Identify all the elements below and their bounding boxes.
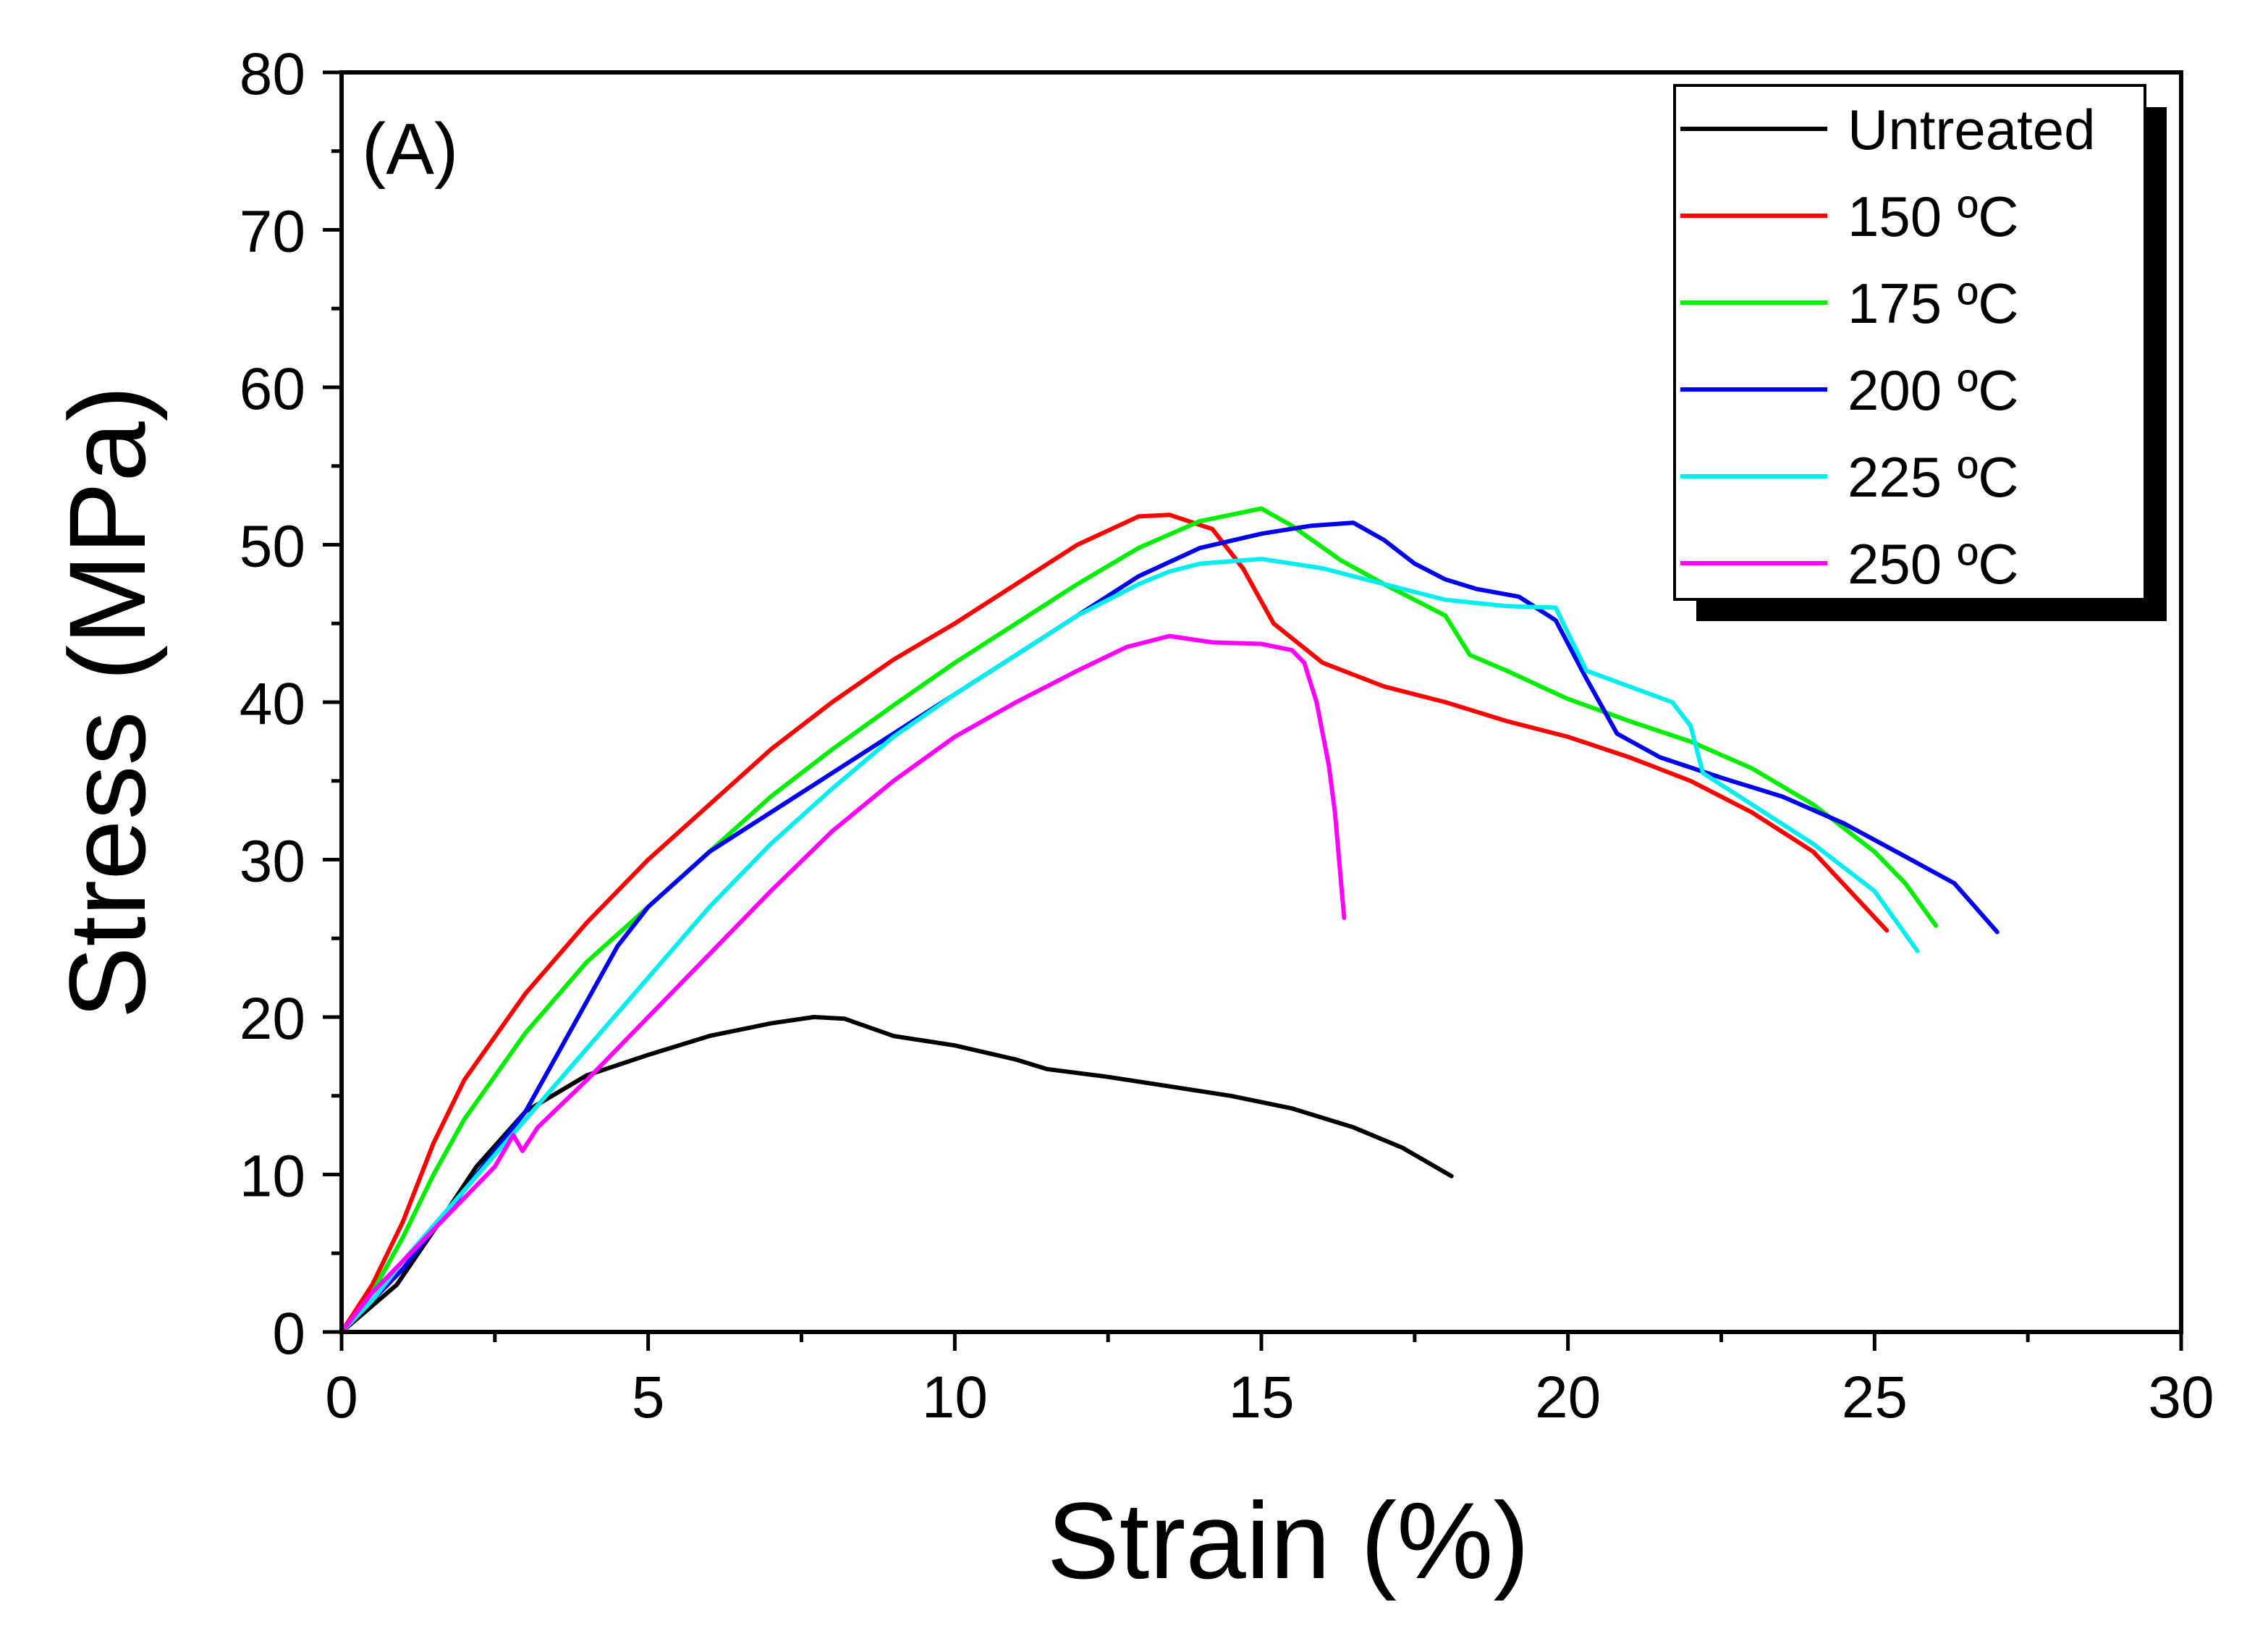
legend-label-2: 175 ºC: [1848, 271, 2019, 335]
series-line-3: [339, 520, 2000, 1334]
y-tick-label: 50: [240, 514, 305, 580]
legend-label-0: Untreated: [1848, 98, 2096, 161]
legend-label-4: 225 ºC: [1848, 445, 2019, 509]
x-tick-label: 5: [632, 1365, 665, 1430]
legend-label-5: 250 ºC: [1848, 532, 2019, 596]
legend-box: [1673, 84, 2146, 601]
y-axis-title: Stress (MPa): [46, 385, 168, 1019]
legend-label-1: 150 ºC: [1848, 185, 2019, 248]
y-tick-label: 60: [240, 356, 305, 422]
x-tick-label: 20: [1535, 1365, 1601, 1430]
legend: Untreated 150 ºC 175 ºC 200 ºC 225 ºC 250 ºC: [1673, 84, 2167, 621]
x-tick-label: 15: [1228, 1365, 1294, 1430]
y-tick-label: 20: [240, 986, 305, 1052]
y-axis-ticks: 0 10 20 30 40 50 60 70 80: [240, 41, 342, 1367]
x-axis-title: Strain (%): [1047, 1480, 1530, 1601]
y-tick-label: 80: [240, 41, 305, 107]
series-line-5: [339, 633, 1347, 1334]
series-line-0: [339, 1015, 1454, 1334]
legend-entries: Untreated 150 ºC 175 ºC 200 ºC 225 ºC 250 ºC: [1680, 98, 2096, 596]
x-tick-label: 25: [1842, 1365, 1908, 1430]
x-axis-ticks: 0 5 10 15 20 25 30: [325, 1332, 2214, 1430]
y-tick-label: 70: [240, 199, 305, 265]
x-tick-label: 30: [2148, 1365, 2214, 1430]
series-layer: [339, 506, 2000, 1334]
y-tick-label: 0: [272, 1301, 305, 1367]
x-tick-label: 0: [325, 1365, 358, 1430]
panel-label: (A): [362, 109, 458, 190]
series-line-4: [339, 557, 1920, 1334]
x-tick-label: 10: [922, 1365, 988, 1430]
series-line-1: [339, 513, 1890, 1334]
series-line-2: [339, 506, 1939, 1334]
y-tick-label: 10: [240, 1144, 305, 1210]
y-tick-label: 40: [240, 671, 305, 737]
y-tick-label: 30: [240, 829, 305, 895]
legend-label-3: 200 ºC: [1848, 358, 2019, 422]
